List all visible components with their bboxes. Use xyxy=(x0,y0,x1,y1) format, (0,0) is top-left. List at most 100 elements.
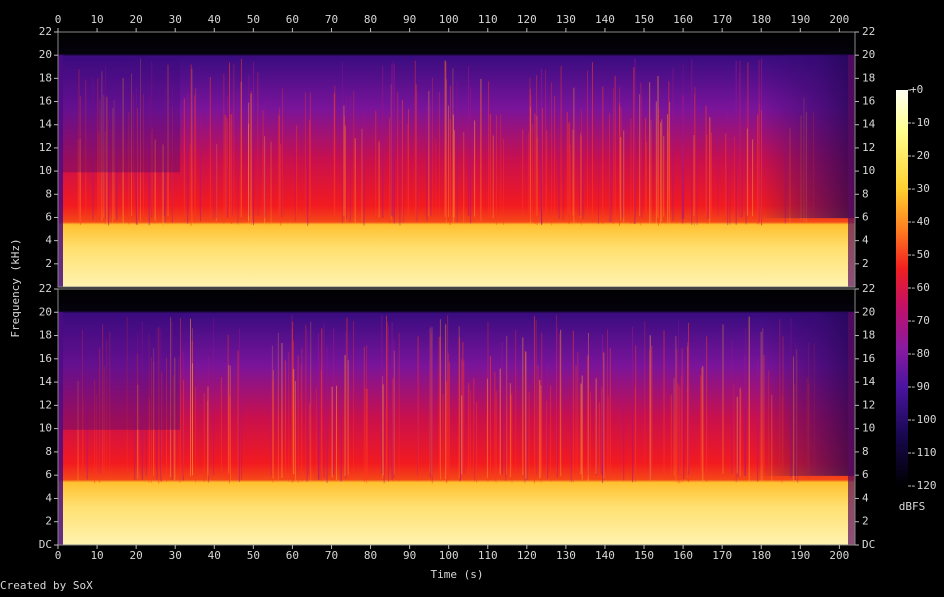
texture xyxy=(760,54,855,219)
y-tick-label: 8 xyxy=(45,187,52,200)
x-tick-label: 170 xyxy=(712,549,732,562)
x-tick-label: 30 xyxy=(169,13,182,26)
x-tick-label: 40 xyxy=(208,549,221,562)
x-tick-label: 120 xyxy=(517,549,537,562)
x-tick-label: 110 xyxy=(478,549,498,562)
y-tick-label: 8 xyxy=(862,187,869,200)
x-tick-label: 20 xyxy=(130,13,143,26)
x-tick-label: 150 xyxy=(634,549,654,562)
y-tick-label: 12 xyxy=(39,141,52,154)
texture xyxy=(760,312,855,476)
plots xyxy=(57,31,856,546)
x-tick-label: 130 xyxy=(556,13,576,26)
texture xyxy=(848,312,855,545)
y-tick-label: 16 xyxy=(39,352,52,365)
y-tick-label: 18 xyxy=(39,71,52,84)
x-tick-label: 120 xyxy=(517,13,537,26)
x-tick-label: 0 xyxy=(55,549,62,562)
x-tick-label: 180 xyxy=(751,13,771,26)
y-tick-label: 6 xyxy=(45,210,52,223)
texture xyxy=(58,54,63,288)
colorbar-tick-label: -100 xyxy=(910,413,937,426)
y-tick-label: 2 xyxy=(862,257,869,270)
y-tick-label: 12 xyxy=(39,398,52,411)
x-tick-label: 90 xyxy=(403,13,416,26)
colorbar-label: dBFS xyxy=(899,500,926,513)
x-tick-label: 10 xyxy=(90,549,103,562)
y-tick-label: 12 xyxy=(862,398,875,411)
x-tick-label: 40 xyxy=(208,13,221,26)
x-tick-label: 110 xyxy=(478,13,498,26)
y-tick-label: 16 xyxy=(39,95,52,108)
frame xyxy=(57,288,856,546)
x-tick-label: 50 xyxy=(247,549,260,562)
x-tick-label: 20 xyxy=(130,549,143,562)
y-tick-label: 8 xyxy=(45,445,52,458)
x-tick-label: 90 xyxy=(403,549,416,562)
x-tick-label: 160 xyxy=(673,549,693,562)
y-tick-label: 4 xyxy=(45,491,52,504)
colorbar xyxy=(896,90,908,486)
spectrogram xyxy=(58,32,855,287)
y-tick-label: 22 xyxy=(39,25,52,38)
y-tick-label: 2 xyxy=(45,257,52,270)
y-tick-label: DC xyxy=(39,538,52,551)
x-tick-label: 160 xyxy=(673,13,693,26)
y-tick-label: 16 xyxy=(862,95,875,108)
texture xyxy=(848,54,855,288)
x-tick-label: 70 xyxy=(325,13,338,26)
texture xyxy=(58,312,63,545)
x-tick-label: 140 xyxy=(595,549,615,562)
y-tick-label: 10 xyxy=(862,164,875,177)
x-tick-label: 60 xyxy=(286,13,299,26)
x-tick-label: 30 xyxy=(169,549,182,562)
y-tick-label: 4 xyxy=(862,234,869,247)
colorbar-tick-label: -120 xyxy=(910,479,937,492)
colorbar-tick-label: -110 xyxy=(910,446,937,459)
colorbar-tick-label: -80 xyxy=(910,347,930,360)
x-axis-label: Time (s) xyxy=(431,568,484,581)
y-tick-label: 20 xyxy=(39,48,52,61)
colorbar-tick-label: -90 xyxy=(910,380,930,393)
y-tick-label: 4 xyxy=(45,234,52,247)
footer: Created by SoX xyxy=(0,579,93,592)
y-tick-label: DC xyxy=(862,538,875,551)
x-tick-label: 150 xyxy=(634,13,654,26)
colorbar-tick-label: -40 xyxy=(910,215,930,228)
y-tick-label: 22 xyxy=(39,282,52,295)
x-tick-label: 50 xyxy=(247,13,260,26)
y-tick-label: 20 xyxy=(862,48,875,61)
frame xyxy=(57,31,856,288)
y-tick-label: 10 xyxy=(862,422,875,435)
x-tick-label: 10 xyxy=(90,13,103,26)
colorbar-tick-label: +0 xyxy=(910,83,923,96)
x-tick-label: 80 xyxy=(364,549,377,562)
y-tick-label: 4 xyxy=(862,491,869,504)
colorbar-tick-label: -70 xyxy=(910,314,930,327)
y-tick-label: 6 xyxy=(862,468,869,481)
y-tick-label: 20 xyxy=(862,305,875,318)
x-tick-label: 200 xyxy=(829,549,849,562)
colorbar-tick-label: -50 xyxy=(910,248,930,261)
x-tick-label: 190 xyxy=(790,13,810,26)
colorbar-tick-label: -60 xyxy=(910,281,930,294)
y-tick-label: 14 xyxy=(39,118,53,131)
colorbar-tick-label: -20 xyxy=(910,149,930,162)
y-tick-label: 6 xyxy=(862,210,869,223)
x-tick-label: 100 xyxy=(439,13,459,26)
y-tick-label: 14 xyxy=(862,118,876,131)
y-tick-label: 22 xyxy=(862,25,875,38)
y-tick-label: 20 xyxy=(39,305,52,318)
y-tick-label: 8 xyxy=(862,445,869,458)
y-tick-label: 18 xyxy=(862,71,875,84)
colorbar-tick-label: -10 xyxy=(910,116,930,129)
y-tick-label: 10 xyxy=(39,164,52,177)
y-axis-label: Frequency (kHz) xyxy=(9,238,22,337)
x-tick-label: 60 xyxy=(286,549,299,562)
y-tick-label: 6 xyxy=(45,468,52,481)
x-tick-label: 0 xyxy=(55,13,62,26)
x-tick-label: 130 xyxy=(556,549,576,562)
y-tick-label: 16 xyxy=(862,352,875,365)
